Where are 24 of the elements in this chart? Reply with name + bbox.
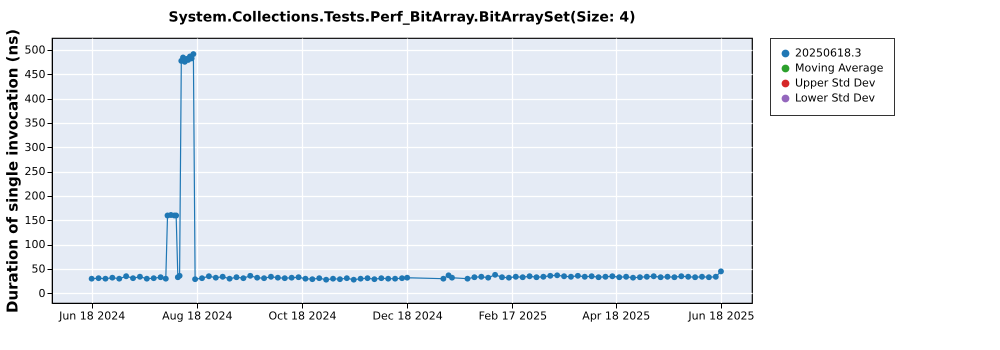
chart-title: System.Collections.Tests.Perf_BitArray.BitArraySet(Size: 4)	[168, 10, 636, 26]
y-tick-label: 100	[24, 238, 46, 252]
y-tick-label: 400	[24, 92, 46, 106]
y-tick-label: 500	[24, 44, 46, 57]
y-axis-title: Duration of single invocation (ns)	[4, 29, 22, 313]
x-tick-label: Jun 18 2024	[58, 310, 126, 322]
y-tick-label: 200	[24, 190, 46, 203]
legend-label: 20250618.3	[795, 46, 862, 60]
x-tick-label: Jun 18 2025	[687, 310, 755, 322]
y-tick-label: 50	[32, 262, 46, 276]
x-tick-label: Aug 18 2024	[162, 310, 233, 322]
y-tick-label: 300	[24, 140, 46, 154]
y-tick-label: 150	[24, 214, 46, 227]
legend-label: Lower Std Dev	[795, 92, 876, 104]
y-tick-label: 450	[24, 68, 46, 81]
x-tick-label: Feb 17 2025	[478, 310, 548, 322]
y-tick-label: 0	[38, 286, 46, 300]
x-tick-label: Dec 18 2024	[372, 310, 443, 322]
legend-label: Upper Std Dev	[795, 76, 876, 90]
x-tick-label: Oct 18 2024	[268, 310, 337, 322]
y-tick-label: 250	[24, 165, 46, 178]
legend-label: Moving Average	[795, 62, 884, 74]
x-tick-label: Apr 18 2025	[582, 310, 650, 322]
y-tick-label: 350	[24, 116, 46, 130]
